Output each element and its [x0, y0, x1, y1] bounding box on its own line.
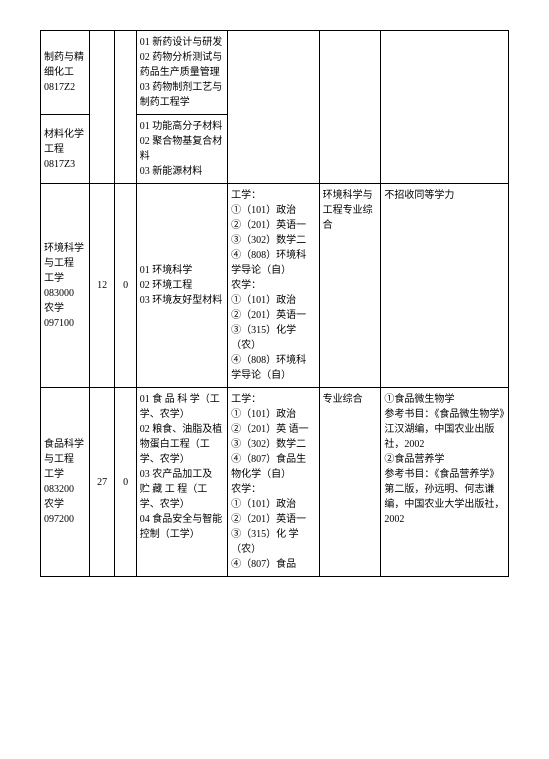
cell-direction: 01 功能高分子材料02 聚合物基复合材料03 新能源材料	[136, 115, 227, 184]
cell-direction: 01 环境科学02 环境工程03 环境友好型材料	[136, 184, 227, 388]
cell-exam: 工学：①（101）政治②（201）英语一③（302）数学二④（808）环境科学导…	[228, 184, 319, 388]
cell-quota2: 0	[115, 388, 136, 577]
cell-direction: 01 新药设计与研发02 药物分析测试与药品生产质量管理03 药物制剂工艺与制药…	[136, 31, 227, 115]
cell-quota1	[89, 31, 115, 184]
cell-notes: ①食品微生物学参考书目：《食品微生物学》江汉湖编，中国农业出版社，2002②食品…	[381, 388, 509, 577]
course-table: 制药与精细化工0817Z2 01 新药设计与研发02 药物分析测试与药品生产质量…	[40, 30, 509, 577]
cell-quota2: 0	[115, 184, 136, 388]
cell-quota1: 27	[89, 388, 115, 577]
cell-notes	[381, 31, 509, 184]
cell-exam	[228, 31, 319, 184]
cell-interview	[319, 31, 381, 184]
table-row: 环境科学与工程工学083000农学097100 12 0 01 环境科学02 环…	[41, 184, 509, 388]
cell-major: 制药与精细化工0817Z2	[41, 31, 90, 115]
cell-quota2	[115, 31, 136, 184]
cell-quota1: 12	[89, 184, 115, 388]
cell-interview: 专业综合	[319, 388, 381, 577]
cell-exam: 工学：①（101）政治②（201）英 语一③（302）数学二④（807）食品生物…	[228, 388, 319, 577]
table-row: 制药与精细化工0817Z2 01 新药设计与研发02 药物分析测试与药品生产质量…	[41, 31, 509, 115]
cell-major: 食品科学与工程工学083200农学097200	[41, 388, 90, 577]
table-row: 食品科学与工程工学083200农学097200 27 0 01 食 品 科 学（…	[41, 388, 509, 577]
cell-major: 材料化学工程0817Z3	[41, 115, 90, 184]
cell-direction: 01 食 品 科 学（工学、农学）02 粮食、油脂及植物蛋白工程（工学、农学）0…	[136, 388, 227, 577]
cell-interview: 环境科学与工程专业综合	[319, 184, 381, 388]
cell-major: 环境科学与工程工学083000农学097100	[41, 184, 90, 388]
cell-notes: 不招收同等学力	[381, 184, 509, 388]
